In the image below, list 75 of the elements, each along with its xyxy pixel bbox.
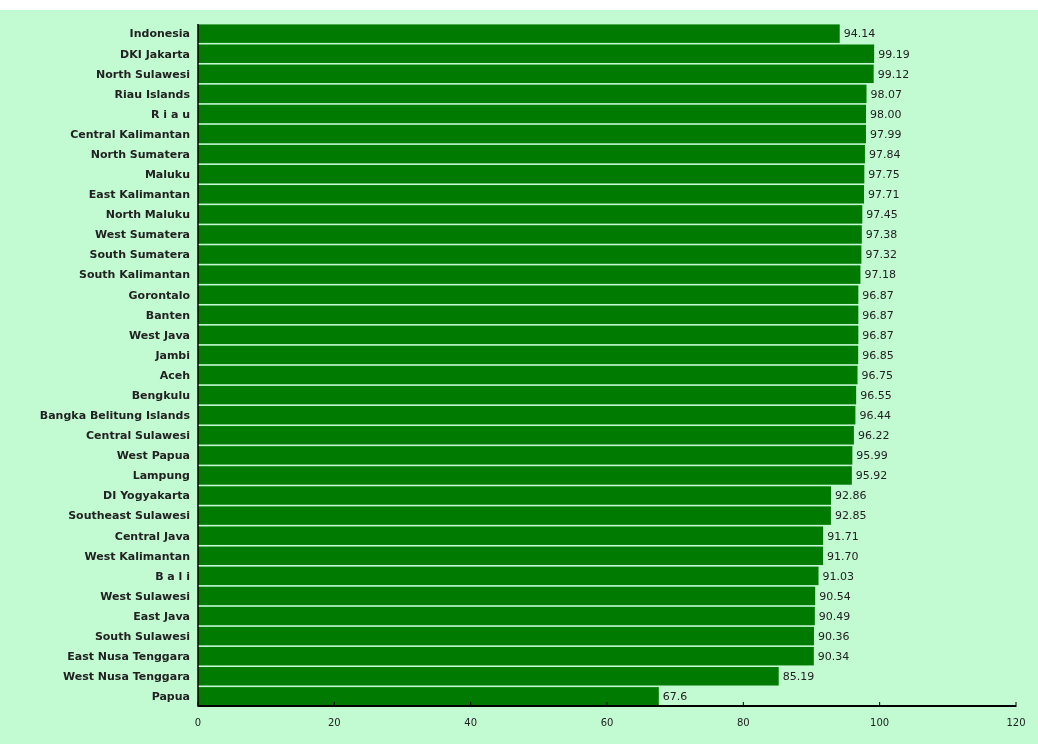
data-label: 97.71 <box>868 188 900 202</box>
data-label: 97.38 <box>865 228 898 242</box>
y-tick-label: East Java <box>133 609 190 623</box>
y-tick-label: R i a u <box>151 107 190 121</box>
data-label: 99.12 <box>877 67 910 81</box>
y-tick-label: Bangka Belitung Islands <box>39 409 191 423</box>
y-tick-label: Jambi <box>154 348 190 362</box>
y-tick-label: South Kalimantan <box>79 268 190 282</box>
data-label: 91.70 <box>827 549 859 563</box>
y-tick-label: Banten <box>145 308 190 322</box>
x-tick-label: 20 <box>327 717 341 728</box>
y-tick-label: Aceh <box>159 368 190 382</box>
data-label: 96.55 <box>860 388 892 402</box>
y-tick-label: South Sulawesi <box>94 629 190 643</box>
y-tick-label: Maluku <box>144 168 190 182</box>
data-label: 90.49 <box>818 609 851 623</box>
data-label: 97.18 <box>864 268 896 282</box>
data-label: 96.87 <box>862 328 894 342</box>
y-tick-label: DKI Jakarta <box>120 47 190 61</box>
y-tick-label: Gorontalo <box>128 288 191 302</box>
data-label: 92.86 <box>835 489 867 503</box>
y-tick-label: Central Kalimantan <box>70 127 190 141</box>
y-tick-label: Lampung <box>132 469 190 483</box>
data-label: 97.99 <box>869 127 902 141</box>
data-label: 98.00 <box>870 107 902 121</box>
data-label: 95.92 <box>855 469 888 483</box>
y-tick-label: B a l i <box>155 569 190 583</box>
data-label: 91.03 <box>822 569 855 583</box>
x-tick-label: 0 <box>194 717 202 728</box>
data-label: 97.45 <box>866 208 898 222</box>
y-tick-label: Central Sulawesi <box>86 429 190 443</box>
y-tick-label: East Nusa Tenggara <box>67 650 190 664</box>
data-label: 97.84 <box>868 147 901 161</box>
data-label: 85.19 <box>782 670 815 684</box>
data-label: 94.14 <box>843 27 876 41</box>
y-tick-label: Riau Islands <box>114 87 191 101</box>
y-tick-label: East Kalimantan <box>88 188 190 202</box>
y-tick-label: Central Java <box>114 529 190 543</box>
y-tick-label: North Sulawesi <box>96 67 190 81</box>
data-label: 90.54 <box>819 589 851 603</box>
data-label: 90.36 <box>817 629 850 643</box>
x-tick-label: 120 <box>1006 717 1026 728</box>
data-label: 67.6 <box>662 690 688 704</box>
y-tick-label: North Maluku <box>105 208 190 222</box>
y-tick-label: Indonesia <box>129 27 190 41</box>
y-tick-label: DI Yogyakarta <box>103 489 190 503</box>
y-tick-label: Southeast Sulawesi <box>68 509 190 523</box>
x-tick-label: 80 <box>736 717 750 728</box>
y-tick-label: South Sumatera <box>89 248 190 262</box>
y-tick-label: West Kalimantan <box>84 549 190 563</box>
x-tick-label: 40 <box>464 717 478 728</box>
x-tick-label: 60 <box>600 717 614 728</box>
data-label: 99.19 <box>878 47 910 61</box>
data-label: 96.22 <box>857 429 890 443</box>
data-label: 92.85 <box>834 509 867 523</box>
data-label: 95.99 <box>856 449 888 463</box>
y-tick-label: West Sulawesi <box>100 589 190 603</box>
data-label: 96.75 <box>861 368 894 382</box>
data-label: 96.44 <box>859 409 891 423</box>
y-tick-label: Papua <box>151 690 190 704</box>
y-tick-label: West Nusa Tenggara <box>62 670 190 684</box>
y-tick-label: West Java <box>129 328 190 342</box>
x-tick-label: 100 <box>870 717 890 728</box>
data-label: 96.85 <box>862 348 894 362</box>
data-label: 91.71 <box>827 529 859 543</box>
data-label: 96.87 <box>862 288 894 302</box>
y-tick-label: West Sumatera <box>94 228 190 242</box>
data-label: 90.34 <box>817 650 850 664</box>
y-tick-label: West Papua <box>116 449 190 463</box>
data-label: 97.32 <box>865 248 897 262</box>
data-label: 98.07 <box>870 87 903 101</box>
data-label: 97.75 <box>868 168 900 182</box>
y-tick-label: North Sumatera <box>90 147 190 161</box>
data-label: 96.87 <box>862 308 894 322</box>
y-tick-label: Bengkulu <box>131 388 190 402</box>
